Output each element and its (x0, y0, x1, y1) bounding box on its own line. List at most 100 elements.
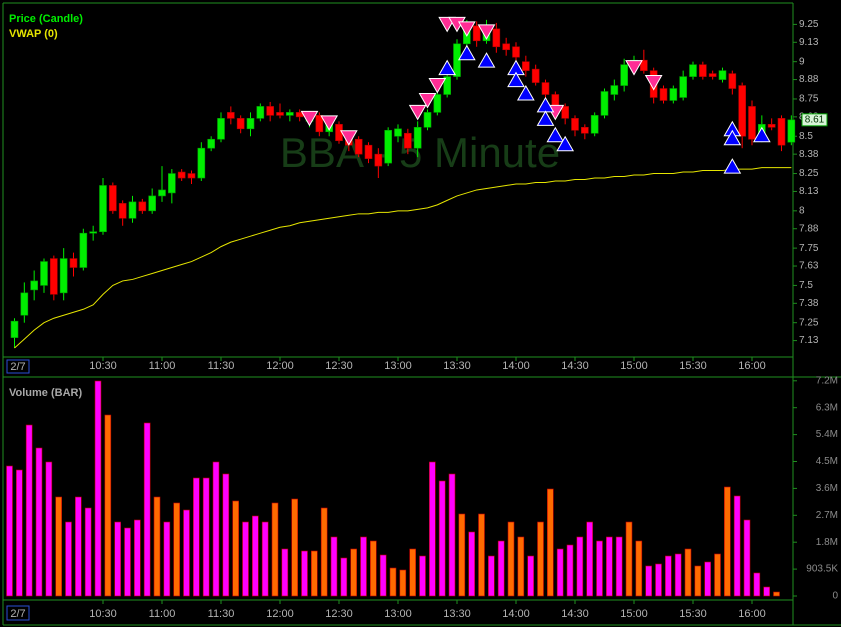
y-tick-label: 4.5M (816, 456, 838, 467)
y-tick-label: 5.4M (816, 429, 838, 440)
candle-body (561, 106, 569, 119)
candle-body (394, 128, 402, 137)
candle-body (118, 203, 127, 219)
volume-bar (134, 519, 141, 597)
volume-bar (104, 414, 112, 597)
volume-bar (281, 548, 289, 597)
volume-bar (6, 465, 13, 597)
candle-body (276, 112, 284, 116)
x-tick-label: 14:00 (502, 608, 530, 620)
volume-bar (665, 555, 672, 597)
volume-bar (438, 480, 446, 597)
volume-bar (350, 548, 357, 597)
x-tick-label: 16:00 (738, 360, 766, 372)
volume-bar (252, 515, 259, 597)
candle-body (748, 106, 756, 140)
volume-bar (370, 540, 377, 597)
candle-body (620, 64, 628, 86)
candle-body (640, 59, 648, 71)
candle-body (551, 94, 560, 107)
candle-body (590, 115, 599, 134)
volume-bar (261, 521, 269, 597)
candle-body (581, 127, 589, 134)
candle-body (168, 173, 176, 194)
volume-bar (419, 555, 426, 597)
y-tick-label: 0 (832, 591, 838, 602)
candle-body (89, 231, 97, 234)
volume-bar (606, 536, 613, 597)
volume-bar (389, 567, 397, 597)
volume-bar (311, 550, 318, 597)
y-tick-label: 9.25 (799, 19, 819, 30)
buy-signal (546, 126, 565, 143)
date-box (6, 605, 30, 621)
candle-body (109, 185, 117, 212)
volume-bar (743, 519, 751, 597)
candle-body (246, 118, 255, 130)
candle-body (522, 61, 530, 71)
sell-signal (339, 130, 358, 146)
volume-bar (674, 553, 682, 597)
volume-bar (517, 536, 525, 597)
candle-body (689, 64, 697, 77)
y-tick-label: 7.25 (799, 317, 819, 328)
y-tick-label: 9 (799, 56, 805, 67)
y-tick-label: 1.8M (816, 537, 838, 548)
volume-bar (55, 496, 62, 597)
sell-signal (320, 115, 339, 131)
sell-signal (644, 75, 663, 91)
volume-bar (291, 498, 298, 597)
volume-bar (547, 488, 554, 597)
volume-bar (25, 424, 33, 597)
candle-body (354, 138, 363, 155)
volume-bar (399, 569, 407, 597)
last-price-box (801, 113, 828, 127)
volume-bar (694, 565, 702, 597)
y-tick-label: 903.5K (806, 564, 838, 575)
volume-bar (586, 521, 593, 597)
candle-body (659, 88, 668, 101)
volume-bar (635, 540, 643, 597)
volume-bar (537, 521, 544, 597)
volume-bar (242, 521, 249, 597)
candle-body (207, 138, 215, 149)
candle-body (571, 118, 579, 131)
volume-bar (714, 553, 721, 597)
volume-bar (724, 486, 731, 597)
candle-body (404, 132, 412, 149)
volume-bar (232, 500, 239, 597)
volume-bar (193, 477, 200, 597)
buy-signal (438, 59, 457, 76)
sell-signal (428, 78, 447, 94)
candle-body (708, 73, 717, 77)
legend-price: Price (Candle) (9, 13, 83, 25)
vwap-line (14, 167, 792, 349)
volume-bar (202, 477, 210, 597)
candle-body (433, 94, 442, 113)
volume-bar (576, 536, 584, 597)
candle-body (50, 258, 58, 295)
candle-body (266, 106, 274, 116)
y-tick-label: 7.5 (799, 280, 813, 291)
y-tick-label: 8.75 (799, 94, 819, 105)
sell-signal (477, 24, 496, 40)
volume-bar (655, 563, 662, 597)
candle-body (148, 195, 156, 212)
volume-bar (173, 502, 180, 597)
y-tick-label: 3.6M (816, 483, 838, 494)
volume-bar (458, 513, 466, 597)
x-tick-label: 12:00 (266, 360, 294, 372)
volume-title: Volume (BAR) (9, 387, 82, 399)
volume-bar (497, 540, 505, 597)
volume-bar (468, 531, 475, 597)
candle-body (777, 118, 786, 146)
volume-bar (84, 507, 92, 597)
last-price: 8.61 (805, 114, 825, 125)
candle-body (502, 43, 510, 51)
volume-bar (271, 502, 279, 597)
candle-body (158, 189, 166, 197)
buy-signal (556, 135, 575, 152)
x-tick-label: 15:00 (620, 608, 648, 620)
y-tick-label: 7.63 (799, 261, 819, 272)
